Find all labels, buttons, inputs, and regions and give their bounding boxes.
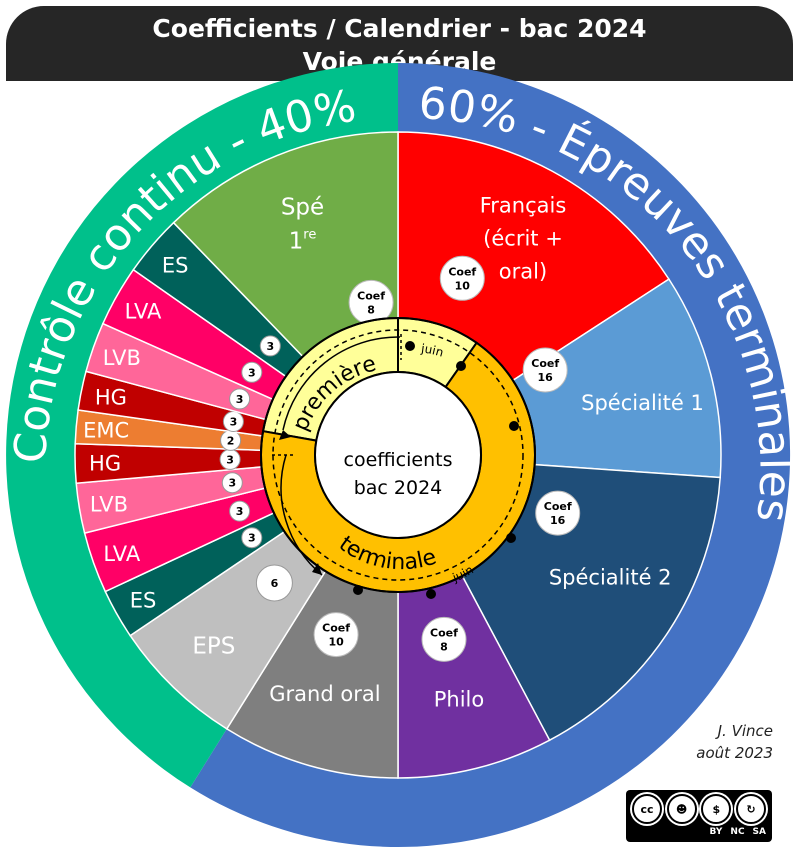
sharealike-icon: ↻ xyxy=(735,794,766,824)
coef-badge xyxy=(421,616,467,662)
coef-badge-value: 3 xyxy=(266,340,274,353)
coef-badge xyxy=(259,335,281,357)
coef-badge xyxy=(229,388,251,410)
segment-label: Spé xyxy=(281,195,324,221)
coef-badge xyxy=(255,564,293,602)
segment-label: EMC xyxy=(83,419,129,443)
segment-label: EPS xyxy=(192,634,235,660)
coef-badge-value: 2 xyxy=(227,434,235,447)
segment-label: ES xyxy=(130,588,157,612)
segment-label: Français xyxy=(480,194,567,218)
segment-label: Grand oral xyxy=(269,682,380,706)
cc-license-badge[interactable]: cc ☻ $ ↻ BY NC SA xyxy=(626,790,772,842)
coef-badge xyxy=(439,255,485,301)
coef-badge-value: 3 xyxy=(226,453,234,466)
coef-badge-value: 3 xyxy=(248,366,256,379)
coef-badge-value: 10 xyxy=(328,636,344,649)
exam-dot xyxy=(456,361,466,371)
controle-continu-band xyxy=(6,63,398,788)
segment-label: LVB xyxy=(90,492,128,516)
author-credit: J. Vince août 2023 xyxy=(696,720,773,764)
exam-dot xyxy=(509,421,519,431)
segment-label: Philo xyxy=(434,688,485,712)
coef-badge-word: Coef xyxy=(357,289,385,302)
coef-badge-value: 8 xyxy=(440,640,448,653)
coef-badge-value: 3 xyxy=(236,393,244,406)
coef-badge-word: Coef xyxy=(448,265,476,278)
coef-badge-value: 6 xyxy=(271,577,279,590)
segment-label: oral) xyxy=(499,260,547,284)
segment-label: HG xyxy=(89,452,121,476)
exam-dot xyxy=(405,341,415,351)
premiere-timeline-arrow xyxy=(282,336,401,431)
attribution-icon: ☻ xyxy=(666,794,697,824)
terminales-band xyxy=(190,62,791,847)
center-label-line-1: coefficients xyxy=(344,449,453,471)
center-label-line-2: bac 2024 xyxy=(354,477,443,499)
coef-badge-value: 16 xyxy=(550,514,566,527)
author-date: août 2023 xyxy=(696,744,773,762)
coef-badge xyxy=(221,472,243,494)
coef-badge-value: 3 xyxy=(236,505,244,518)
coef-badge-word: Coef xyxy=(322,622,350,635)
calendar-rings: première terminale juin juin coefficient… xyxy=(260,316,536,599)
segment-label: HG xyxy=(95,386,127,410)
coef-badge-word: Coef xyxy=(544,500,572,513)
segment-label: Spécialité 2 xyxy=(549,566,672,590)
exam-dot xyxy=(506,533,516,543)
author-name: J. Vince xyxy=(717,722,773,740)
segment-label: LVB xyxy=(103,346,141,370)
coef-badge xyxy=(522,347,568,393)
coef-badge-word: Coef xyxy=(531,357,559,370)
cc-icon: cc xyxy=(632,794,662,824)
exam-dot xyxy=(353,585,363,595)
coef-badge-value: 3 xyxy=(230,416,238,429)
license-by: BY xyxy=(709,827,723,837)
coef-badge-value: 16 xyxy=(538,371,554,384)
segment-label: ES xyxy=(162,254,189,278)
coef-badge xyxy=(535,490,581,536)
noncommercial-icon: $ xyxy=(701,794,732,824)
exam-dot xyxy=(426,589,436,599)
coef-badge xyxy=(241,361,263,383)
coef-badge xyxy=(313,612,359,658)
coef-badge-value: 3 xyxy=(228,477,236,490)
coef-badge-value: 10 xyxy=(455,279,471,292)
coef-badge xyxy=(241,527,263,549)
segment-label: (écrit + xyxy=(483,227,563,251)
segment-label: LVA xyxy=(125,300,162,324)
coef-badge-value: 8 xyxy=(367,303,375,316)
coef-badge-value: 3 xyxy=(248,532,256,545)
coef-badge-word: Coef xyxy=(430,626,458,639)
license-nc: NC xyxy=(730,827,745,837)
segment-label: Spécialité 1 xyxy=(581,391,704,415)
terminale-timeline-arrow xyxy=(280,454,323,576)
title-line-1: Coefficients / Calendrier - bac 2024 xyxy=(152,14,647,43)
license-sa: SA xyxy=(752,827,766,837)
segment-label: LVA xyxy=(103,542,140,566)
coef-badge xyxy=(229,500,251,522)
